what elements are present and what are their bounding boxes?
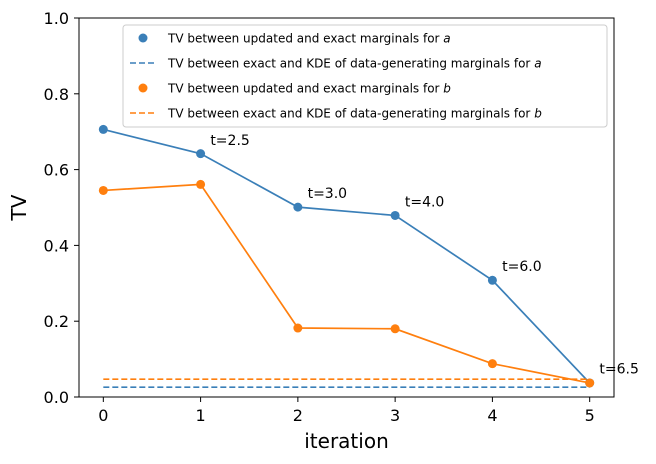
data-point-b [293,323,303,333]
x-tick-label: 2 [293,406,303,425]
point-annotation: t=4.0 [405,195,444,211]
x-tick-label: 1 [195,406,205,425]
data-point-a [196,149,206,159]
data-point-b [390,324,400,334]
data-point-a [487,275,497,285]
x-axis-label: iteration [304,429,389,453]
y-tick-label: 0.0 [44,388,69,407]
legend: TV between updated and exact marginals f… [122,24,608,128]
y-tick-label: 0.2 [44,312,69,331]
series-line-b [103,183,590,384]
point-annotation: t=3.0 [308,186,347,202]
axes: 0 1 2 3 4 5 0.0 0.2 0.4 0.6 0.8 1.0 iteration TV [7,9,615,453]
data-point-b [487,359,497,369]
series-layer [98,124,595,388]
annotations: t=2.5 t=3.0 t=4.0 t=6.0 t=6.5 [210,133,639,378]
data-point-b [98,185,108,195]
y-tick-label: 0.8 [44,85,69,104]
data-point-a [98,124,108,134]
x-tick-label: 4 [487,406,497,425]
plot-frame [78,17,615,398]
series-line-a [103,128,591,384]
x-tick-label: 3 [390,406,400,425]
y-tick-label: 0.6 [44,161,69,180]
y-tick-label: 1.0 [44,9,69,28]
x-tick-label: 0 [98,406,108,425]
data-point-b [585,378,595,388]
legend-entry-label: TV between updated and exact marginals f… [167,82,451,96]
y-tick-label: 0.4 [44,236,69,255]
point-annotation: t=6.0 [502,259,541,275]
data-point-a [390,210,400,220]
data-point-a [293,202,303,212]
data-point-b [196,179,206,189]
legend-entry-label: TV between exact and KDE of data-generat… [167,57,542,71]
legend-handle-marker [138,33,148,43]
x-tick-label: 5 [585,406,595,425]
legend-handle-marker [138,83,148,93]
point-annotation: t=6.5 [599,362,638,378]
point-annotation: t=2.5 [210,133,249,149]
legend-box [122,24,608,128]
y-axis-label: TV [7,194,31,221]
legend-entry-label: TV between updated and exact marginals f… [167,32,451,46]
legend-entry-label: TV between exact and KDE of data-generat… [167,107,542,121]
